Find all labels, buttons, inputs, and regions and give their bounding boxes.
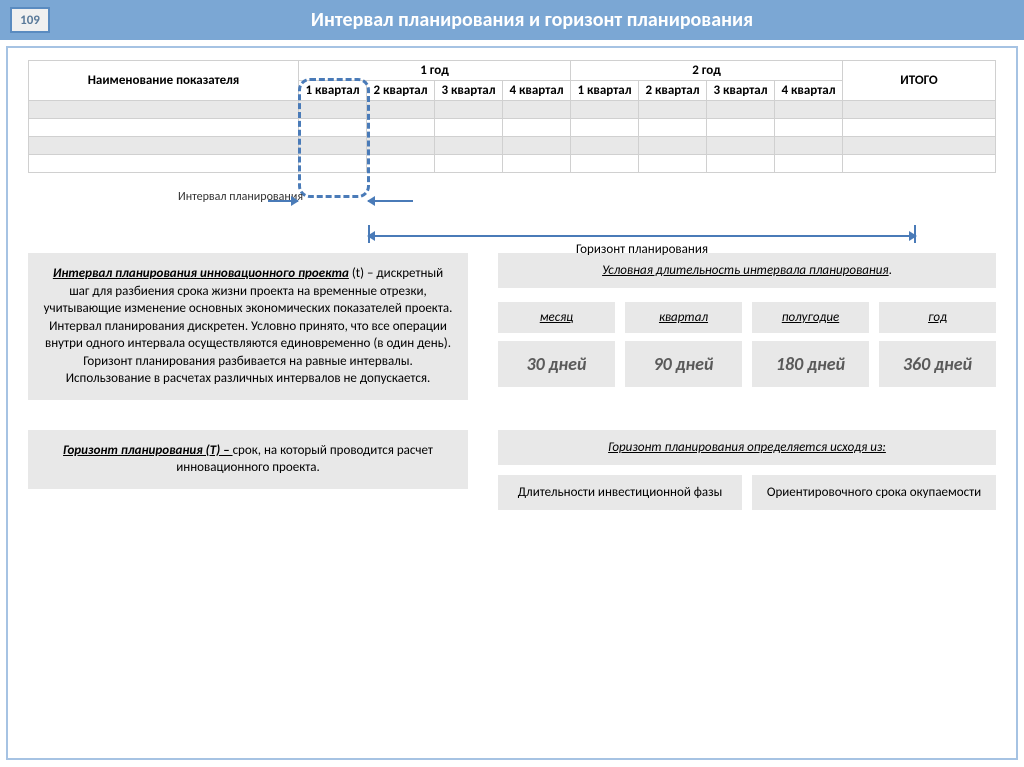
duration-item: месяц 30 дней	[498, 302, 615, 387]
table-row	[29, 101, 996, 119]
table-row	[29, 155, 996, 173]
arrow-right-icon	[368, 200, 413, 202]
def-p3: Горизонт планирования разбивается на рав…	[42, 353, 454, 388]
duration-value: 360 дней	[879, 341, 996, 387]
page-title: Интервал планирования и горизонт планиро…	[50, 8, 1014, 32]
table-row	[29, 119, 996, 137]
factor-item: Длительности инвестиционной фазы	[498, 475, 742, 510]
col-q6: 2 квартал	[639, 81, 707, 101]
col-q7: 3 квартал	[707, 81, 775, 101]
duration-item: полугодие 180 дней	[752, 302, 869, 387]
horizon-definition: Горизонт планирования (T) – срок, на кот…	[28, 430, 468, 489]
factor-item: Ориентировочного срока окупаемости	[752, 475, 996, 510]
duration-value: 30 дней	[498, 341, 615, 387]
duration-label: полугодие	[752, 302, 869, 333]
def-p2: Интервал планирования дискретен. Условно…	[42, 318, 454, 353]
arrow-left-icon	[268, 200, 298, 202]
def-term: Горизонт планирования (T) –	[63, 443, 233, 458]
planning-table: Наименование показателя 1 год 2 год ИТОГ…	[28, 60, 996, 173]
duration-item: квартал 90 дней	[625, 302, 742, 387]
interval-definition: Интервал планирования инновационного про…	[28, 253, 468, 400]
col-q3: 3 квартал	[435, 81, 503, 101]
definitions-row: Интервал планирования инновационного про…	[28, 253, 996, 400]
col-q8: 4 квартал	[775, 81, 843, 101]
col-q4: 4 квартал	[503, 81, 571, 101]
duration-title: Условная длительность интервала планиров…	[498, 253, 996, 288]
col-total: ИТОГО	[843, 61, 996, 101]
horizon-arrow-icon	[368, 235, 916, 237]
duration-label: год	[879, 302, 996, 333]
table-row	[29, 137, 996, 155]
horizon-label: Горизонт планирования	[28, 242, 996, 257]
factors-title: Горизонт планирования определяется исход…	[498, 430, 996, 465]
col-year1: 1 год	[299, 61, 571, 81]
duration-label: месяц	[498, 302, 615, 333]
duration-label: квартал	[625, 302, 742, 333]
factors-grid: Длительности инвестиционной фазы Ориенти…	[498, 475, 996, 510]
page-content: Наименование показателя 1 год 2 год ИТОГ…	[6, 46, 1018, 760]
duration-item: год 360 дней	[879, 302, 996, 387]
planning-table-wrap: Наименование показателя 1 год 2 год ИТОГ…	[28, 60, 996, 173]
page-header: 109 Интервал планирования и горизонт пла…	[0, 0, 1024, 40]
duration-value: 180 дней	[752, 341, 869, 387]
col-q1: 1 квартал	[299, 81, 367, 101]
duration-value: 90 дней	[625, 341, 742, 387]
page-number: 109	[10, 7, 50, 33]
col-q5: 1 квартал	[571, 81, 639, 101]
col-q2: 2 квартал	[367, 81, 435, 101]
horizon-row: Горизонт планирования (T) – срок, на кот…	[28, 430, 996, 510]
duration-grid: месяц 30 дней квартал 90 дней полугодие …	[498, 302, 996, 387]
def-term: Интервал планирования инновационного про…	[53, 266, 349, 281]
col-name: Наименование показателя	[29, 61, 299, 101]
col-year2: 2 год	[571, 61, 843, 81]
